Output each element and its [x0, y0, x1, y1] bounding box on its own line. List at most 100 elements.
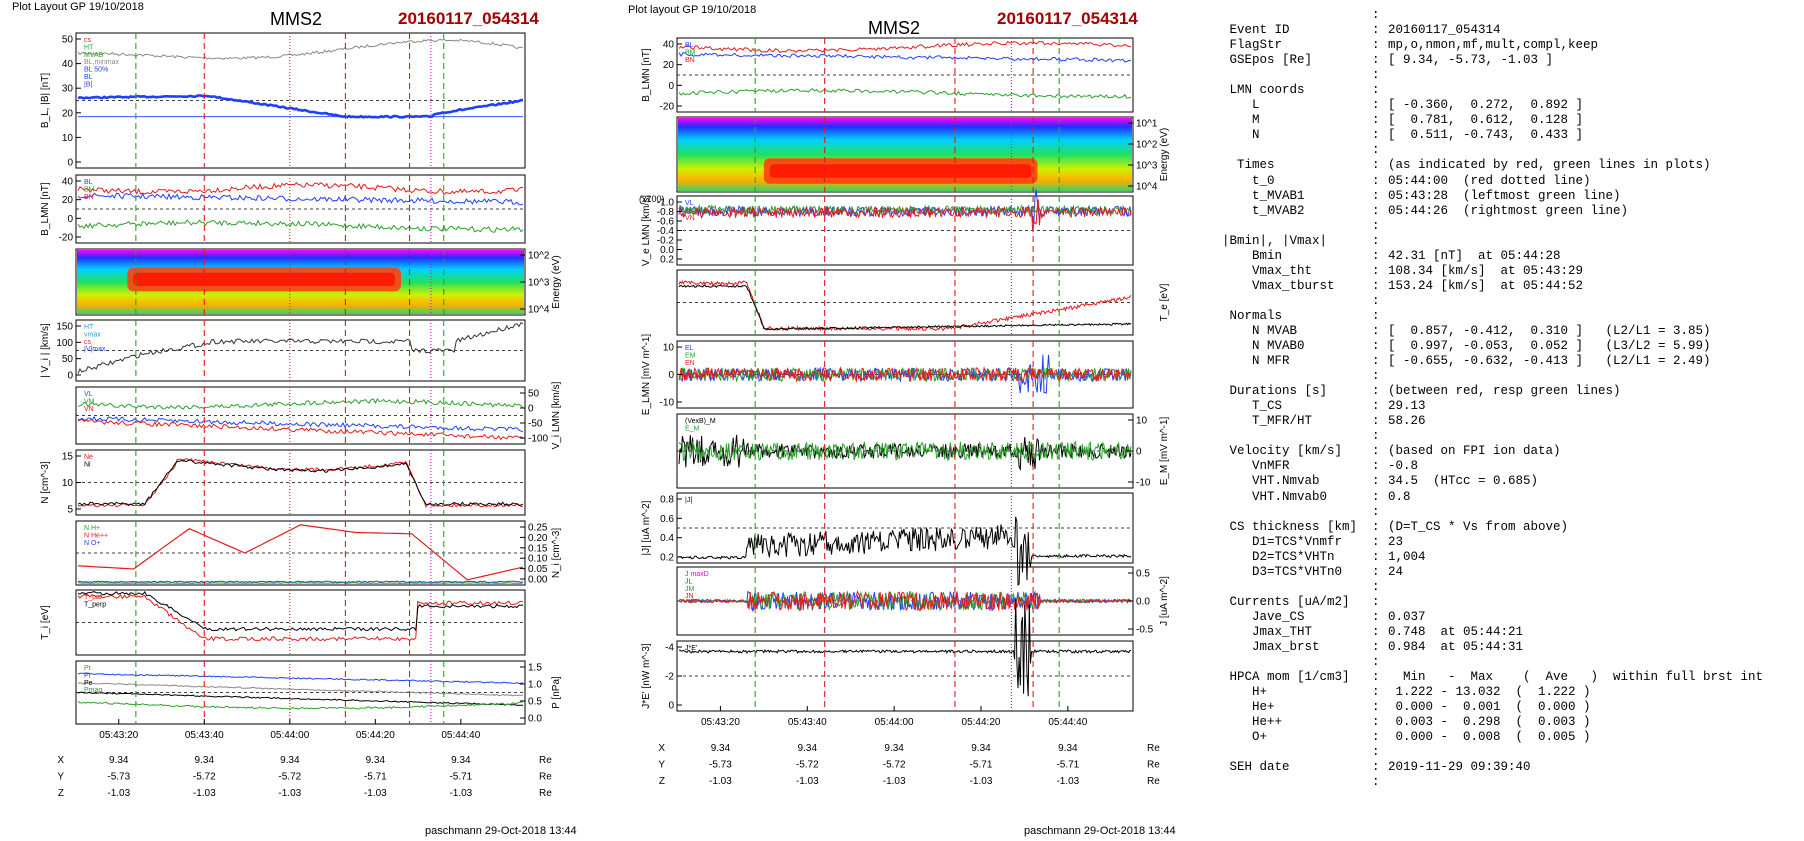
- trace-JE: [678, 599, 1131, 697]
- y-tick-label: 0: [67, 158, 73, 169]
- info-value: 24: [1388, 564, 1404, 579]
- panel-frame: [676, 116, 1134, 193]
- panel-7: 0.250.200.150.100.050.00N_i [cm^-3]N H+N…: [75, 520, 562, 586]
- trace-Pt: [77, 672, 524, 685]
- info-value: [ -0.655, -0.632, -0.413 ] (L2/L1 = 2.49…: [1388, 354, 1711, 369]
- scale-note: (x100): [639, 194, 665, 204]
- info-row: t_0:05:44:00 (red dotted line): [1222, 174, 1763, 189]
- info-colon: :: [1372, 489, 1380, 504]
- info-row: N MVAB: [ 0.857, -0.412, 0.310 ] (L2/L1 =…: [1222, 324, 1763, 339]
- info-colon: :: [1372, 8, 1380, 22]
- info-row: :: [1222, 655, 1763, 670]
- info-row: Durations [s]: (between red, resp green l…: [1222, 384, 1763, 399]
- info-key: VHT.Nmvab0: [1222, 489, 1328, 504]
- info-colon: :: [1372, 624, 1380, 639]
- trace-V: [77, 322, 524, 374]
- y-axis-label-right: Energy (eV): [551, 255, 562, 308]
- info-colon: :: [1372, 98, 1380, 113]
- legend-entry: VL: [685, 200, 694, 207]
- y-tick-label-right: -50: [528, 419, 543, 430]
- info-colon: :: [1372, 143, 1380, 158]
- coord-value: 9.34: [109, 755, 129, 766]
- info-colon: :: [1372, 639, 1380, 654]
- y-tick-label-right: 1.5: [528, 663, 542, 674]
- info-value: 1,004: [1388, 549, 1426, 564]
- panel-6: 10 0 -10 E_M [mV m^-1] (VexB)_ME_M: [676, 413, 1170, 489]
- coord-value: 9.34: [1058, 743, 1078, 754]
- info-key: Currents [uA/m2]: [1222, 594, 1350, 609]
- coord-row-label: Z: [659, 776, 665, 787]
- coord-row-label: X: [57, 755, 64, 766]
- y-tick-label: 100: [56, 338, 73, 349]
- panel-4: T_e [eV]: [676, 269, 1170, 336]
- info-colon: :: [1372, 700, 1380, 715]
- info-row: O+: 0.000 - 0.008 ( 0.005 ): [1222, 730, 1763, 745]
- coord-value: -5.72: [278, 772, 301, 783]
- coord-value: -5.73: [709, 760, 732, 771]
- info-value: (as indicated by red, green lines in plo…: [1388, 158, 1711, 173]
- info-row: :: [1222, 429, 1763, 444]
- info-key: Vmax_tht: [1222, 263, 1313, 278]
- info-key: t_0: [1222, 173, 1275, 188]
- info-key: Durations [s]: [1222, 384, 1328, 399]
- info-value: (D=T_CS * Vs from above): [1388, 519, 1569, 534]
- spectrogram-core-band: [769, 164, 1032, 178]
- y-axis-label: |J| [uA m^-2]: [641, 500, 652, 555]
- info-colon: :: [1372, 760, 1380, 775]
- x-tick-label: 05:44:00: [875, 717, 914, 728]
- info-row: Jmax_brst:0.984 at 05:44:31: [1222, 640, 1763, 655]
- info-row: VHT.Nmvab0:0.8: [1222, 490, 1763, 505]
- y-tick-label-right: 0.0: [1136, 597, 1150, 608]
- info-row: HPCA mom [1/cm3]: Min - Max ( Ave ) with…: [1222, 670, 1764, 685]
- info-value: [ 0.781, 0.612, 0.128 ]: [1388, 113, 1584, 128]
- info-value: 1.222 - 13.032 ( 1.222 ): [1388, 685, 1591, 700]
- info-colon: :: [1372, 128, 1380, 143]
- coord-value: -5.72: [796, 760, 819, 771]
- info-row: :: [1222, 775, 1763, 790]
- info-key: t_MVAB2: [1222, 203, 1305, 218]
- info-value: 0.984 at 05:44:31: [1388, 639, 1524, 654]
- info-row: N MVAB0: [ 0.997, -0.053, 0.052 ] (L3/L2 …: [1222, 339, 1763, 354]
- legend-entry: VM: [685, 207, 696, 214]
- trace-J-abs: [678, 516, 1132, 586]
- info-value: 05:43:28 (leftmost green line): [1388, 188, 1621, 203]
- trace-BL: [77, 181, 524, 195]
- coord-value: -5.71: [449, 772, 472, 783]
- y-tick-label: -1.0: [657, 198, 675, 209]
- y-tick-label: -10: [660, 398, 675, 409]
- trace-Te-par: [678, 280, 1132, 332]
- info-value: 42.31 [nT] at 05:44:28: [1388, 248, 1561, 263]
- info-key: N MFR: [1222, 354, 1290, 369]
- y-axis-label-right: P [nPa]: [551, 676, 562, 709]
- y-tick-label: 0: [67, 214, 73, 225]
- x-tick-label: 05:43:20: [701, 717, 740, 728]
- panel-3: 0.20.0-0.2-0.4-0.6-0.8-1.0 V_e LMN [km/s]…: [639, 189, 1134, 266]
- y-axis-label: T_i [eV]: [40, 605, 51, 640]
- coord-value: -1.03: [796, 776, 819, 787]
- y-axis-label: B_L, |B| [nT]: [40, 73, 51, 128]
- left-header-text: Plot Layout GP 19/10/2018: [12, 1, 144, 13]
- info-colon: :: [1372, 233, 1380, 248]
- trace-Pmag: [77, 700, 524, 710]
- info-colon: :: [1372, 369, 1380, 384]
- y-axis-label-right: Energy (eV): [1159, 128, 1170, 181]
- trace-BN: [678, 88, 1132, 99]
- y-tick-label-right: 10^4: [528, 305, 550, 316]
- legend-entry: VL: [84, 391, 93, 398]
- legend-entry: N H+: [84, 525, 100, 532]
- spectrogram-core-band: [133, 272, 395, 286]
- info-row: Vmax_tburst:153.24 [km/s] at 05:44:52: [1222, 279, 1763, 294]
- info-colon: :: [1372, 504, 1380, 519]
- info-colon: :: [1372, 519, 1380, 534]
- info-value: 0.000 - 0.008 ( 0.005 ): [1388, 730, 1591, 745]
- y-axis-label: E_LMN [mV m^-1]: [641, 334, 652, 416]
- info-value: Min - Max ( Ave ) within full brst int: [1388, 670, 1764, 685]
- info-colon: :: [1372, 293, 1380, 308]
- info-colon: :: [1372, 670, 1380, 685]
- info-colon: :: [1372, 278, 1380, 293]
- trace-Pi: [77, 682, 524, 697]
- coord-row-label: Z: [58, 788, 64, 799]
- x-tick-label: 05:44:00: [270, 730, 309, 741]
